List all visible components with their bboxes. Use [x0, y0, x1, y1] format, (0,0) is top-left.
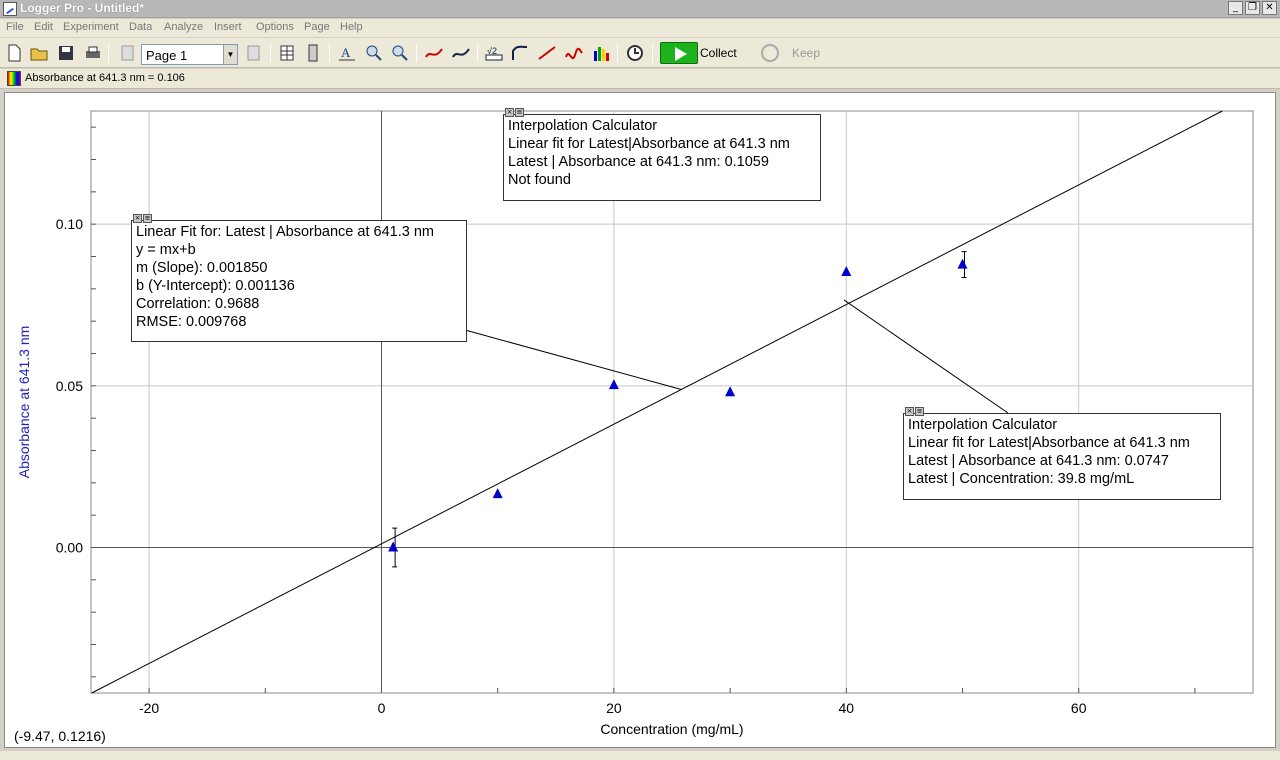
- next-page-icon[interactable]: [243, 42, 265, 64]
- interpolation-calculator-top[interactable]: × ≡ Interpolation Calculator Linear fit f…: [503, 108, 821, 201]
- title-bar: Logger Pro - Untitled* _ ❐ ✕: [0, 0, 1280, 18]
- fit-leader-line: [464, 329, 682, 390]
- close-icon[interactable]: ×: [505, 108, 514, 117]
- menu-icon[interactable]: ≡: [143, 214, 152, 223]
- save-icon[interactable]: [55, 42, 77, 64]
- keep-label: Keep: [792, 46, 821, 60]
- menu-icon[interactable]: ≡: [515, 108, 524, 117]
- interp-leader-line: [843, 299, 1009, 414]
- x-tick-label: 40: [839, 700, 855, 716]
- data-collection-icon[interactable]: [624, 42, 646, 64]
- menu-help[interactable]: Help: [340, 21, 363, 33]
- menu-page[interactable]: Page: [304, 21, 330, 33]
- meter-readout: Absorbance at 641.3 nm = 0.106: [25, 72, 185, 84]
- plot-frame: [90, 110, 1254, 694]
- menu-icon[interactable]: ≡: [915, 407, 924, 416]
- menu-insert[interactable]: Insert: [214, 21, 242, 33]
- keep-icon: [761, 44, 779, 62]
- annot-top-fit: Linear fit for Latest|Absorbance at 641.…: [508, 136, 790, 152]
- menu-file[interactable]: File: [6, 21, 24, 33]
- x-tick-label: 20: [606, 700, 622, 716]
- meter-bar: Absorbance at 641.3 nm = 0.106: [0, 69, 1280, 89]
- new-file-icon[interactable]: [3, 42, 25, 64]
- status-bar: [0, 751, 1280, 760]
- annot-top-absorbance: Latest | Absorbance at 641.3 nm: 0.1059: [508, 154, 769, 170]
- fit-correlation: Correlation: 0.9688: [136, 296, 260, 312]
- zoom-out-icon[interactable]: [389, 42, 411, 64]
- scatter-plot[interactable]: -20 0 20 40 60 0.00 0.05 0.10 Concentration (mg/…: [5, 93, 1277, 749]
- annot-bottom-concentration: Latest | Concentration: 39.8 mg/mL: [908, 471, 1135, 487]
- y-tick-label: 0.05: [56, 378, 83, 394]
- x-tick-label: 0: [378, 700, 386, 716]
- x-tick-label: 60: [1071, 700, 1087, 716]
- linear-fit-line: [91, 110, 1223, 694]
- fit-rmse: RMSE: 0.009768: [136, 314, 247, 330]
- fit-intercept: b (Y-Intercept): 0.001136: [136, 278, 295, 294]
- print-icon[interactable]: [82, 42, 104, 64]
- restore-button[interactable]: ❐: [1245, 1, 1260, 15]
- autoscale-icon[interactable]: A: [336, 42, 358, 64]
- open-folder-icon[interactable]: [28, 42, 50, 64]
- examine-icon[interactable]: [423, 42, 445, 64]
- data-point: [957, 258, 968, 269]
- data-point: [492, 488, 503, 499]
- y-tick-label: 0.10: [56, 216, 83, 232]
- data-point: [388, 541, 399, 552]
- curve-fit-icon[interactable]: [563, 42, 585, 64]
- table-icon[interactable]: [276, 42, 298, 64]
- annot-bottom-title: Interpolation Calculator: [908, 417, 1058, 433]
- annot-top-result: Not found: [508, 172, 571, 188]
- fft-icon[interactable]: [590, 42, 612, 64]
- data-point: [841, 266, 852, 277]
- zoom-in-icon[interactable]: [363, 42, 385, 64]
- chevron-down-icon: ▼: [223, 45, 237, 64]
- spectrum-icon: [7, 71, 21, 86]
- statistics-icon[interactable]: √2: [483, 42, 505, 64]
- menu-bar: File Edit Experiment Data Analyze Insert…: [0, 19, 1280, 37]
- close-button[interactable]: ✕: [1262, 1, 1277, 15]
- data-point: [608, 379, 619, 390]
- collect-button[interactable]: [660, 42, 698, 64]
- window-title: Logger Pro - Untitled*: [20, 1, 144, 15]
- fit-equation: y = mx+b: [136, 242, 196, 258]
- meter-icon[interactable]: [302, 42, 324, 64]
- x-tick-label: -20: [139, 700, 159, 716]
- menu-experiment[interactable]: Experiment: [63, 21, 119, 33]
- linear-fit-box[interactable]: × ≡ Linear Fit for: Latest | Absorbance a…: [131, 214, 467, 342]
- annot-top-title: Interpolation Calculator: [508, 118, 658, 134]
- menu-options[interactable]: Options: [256, 21, 294, 33]
- minimize-button[interactable]: _: [1228, 1, 1243, 15]
- page-select-value: Page 1: [146, 48, 188, 63]
- menu-analyze[interactable]: Analyze: [164, 21, 204, 33]
- annot-bottom-absorbance: Latest | Absorbance at 641.3 nm: 0.0747: [908, 453, 1169, 469]
- menu-data[interactable]: Data: [129, 21, 153, 33]
- close-icon[interactable]: ×: [133, 214, 142, 223]
- page-select[interactable]: Page 1 ▼: [141, 44, 238, 65]
- tangent-icon[interactable]: [450, 42, 472, 64]
- y-axis-label: Absorbance at 641.3 nm: [16, 326, 32, 479]
- close-icon[interactable]: ×: [905, 407, 914, 416]
- cursor-readout: (-9.47, 0.1216): [14, 728, 106, 744]
- linear-fit-icon[interactable]: [536, 42, 558, 64]
- logger-pro-icon: [3, 2, 17, 16]
- svg-text:√2: √2: [487, 46, 497, 56]
- menu-edit[interactable]: Edit: [34, 21, 53, 33]
- graph-area[interactable]: -20 0 20 40 60 0.00 0.05 0.10 Concentration (mg/…: [4, 92, 1276, 748]
- y-tick-label: 0.00: [56, 540, 83, 556]
- interpolation-calculator-bottom[interactable]: × ≡ Interpolation Calculator Linear fit f…: [903, 407, 1221, 500]
- toolbar: Page 1 ▼ A √2 Collect Keep: [0, 38, 1280, 68]
- collect-label[interactable]: Collect: [700, 46, 737, 60]
- annot-bottom-fit: Linear fit for Latest|Absorbance at 641.…: [908, 435, 1190, 451]
- x-axis-label: Concentration (mg/mL): [600, 721, 743, 737]
- fit-title: Linear Fit for: Latest | Absorbance at 6…: [136, 224, 434, 240]
- fit-slope: m (Slope): 0.001850: [136, 260, 268, 276]
- integral-icon[interactable]: [509, 42, 531, 64]
- data-point: [725, 386, 736, 397]
- svg-text:A: A: [341, 45, 351, 60]
- prev-page-icon[interactable]: [116, 42, 138, 64]
